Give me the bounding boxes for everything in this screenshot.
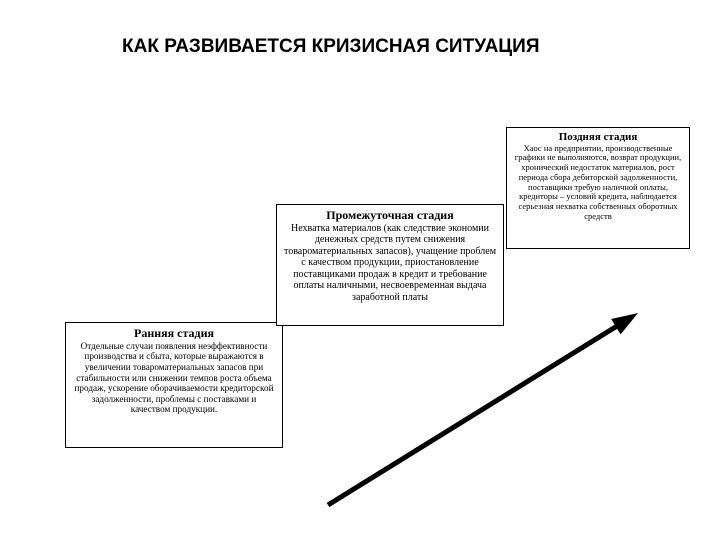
stage-mid-heading: Промежуточная стадия [283, 209, 497, 223]
stage-mid-box: Промежуточная стадия Нехватка материалов… [276, 204, 504, 326]
arrow-head [611, 313, 638, 334]
stage-early-box: Ранняя стадия Отдельные случаи появления… [65, 322, 283, 448]
stage-early-heading: Ранняя стадия [72, 327, 276, 341]
diagram-canvas: { "title": { "text": "КАК РАЗВИВАЕТСЯ КР… [0, 0, 720, 540]
stage-early-body: Отдельные случаи появления неэффективнос… [72, 341, 276, 415]
stage-late-heading: Поздняя стадия [512, 131, 684, 144]
diagram-title: КАК РАЗВИВАЕТСЯ КРИЗИСНАЯ СИТУАЦИЯ [122, 36, 540, 58]
stage-mid-body: Нехватка материалов (как следствие эконо… [283, 223, 497, 304]
stage-late-box: Поздняя стадия Хаос на предприятии, прои… [506, 127, 690, 249]
stage-late-body: Хаос на предприятии, производственные гр… [512, 144, 684, 222]
arrow-line [328, 321, 625, 505]
